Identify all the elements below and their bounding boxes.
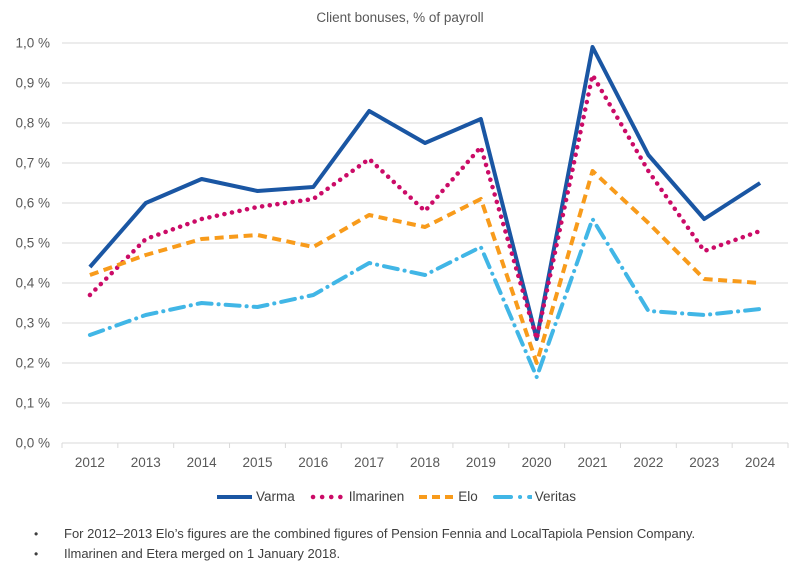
x-axis-tick-label: 2024 (745, 455, 776, 470)
legend-item-varma: Varma (216, 489, 295, 504)
dotted-line-icon (310, 494, 346, 499)
series-line-veritas (87, 217, 763, 379)
legend-item-elo: Elo (418, 489, 478, 504)
footnote-item: For 2012–2013 Elo’s figures are the comb… (34, 524, 774, 544)
y-axis-tick-label: 1,0 % (15, 36, 50, 51)
x-axis-tick-label: 2018 (410, 455, 440, 470)
legend-item-ilmarinen: Ilmarinen (309, 489, 405, 504)
x-axis-tick-label: 2014 (187, 455, 218, 470)
bullet-icon (34, 544, 64, 564)
y-axis-tick-label: 0,5 % (15, 236, 50, 251)
footnote-item: Ilmarinen and Etera merged on 1 January … (34, 544, 774, 564)
x-axis-tick-label: 2015 (242, 455, 272, 470)
x-axis-tick-label: 2017 (354, 455, 384, 470)
y-axis-tick-label: 0,4 % (15, 276, 50, 291)
y-axis-tick-label: 0,0 % (15, 436, 50, 451)
y-axis-tick-label: 0,9 % (15, 76, 50, 91)
dash-dot-line-icon (492, 494, 532, 499)
legend-label-elo: Elo (458, 489, 478, 504)
series-line-varma (88, 45, 762, 341)
x-axis-tick-label: 2023 (689, 455, 719, 470)
y-axis-tick-label: 0,6 % (15, 196, 50, 211)
bullet-icon (34, 524, 64, 544)
series-line-elo (89, 169, 761, 365)
legend-item-veritas: Veritas (492, 489, 576, 504)
solid-line-icon (216, 494, 252, 499)
legend-label-varma: Varma (255, 489, 295, 504)
x-axis-tick-label: 2016 (298, 455, 328, 470)
line-chart: 0,0 % 0,1 % 0,2 % 0,3 % 0,4 % 0,5 % 0,6 % 0,7 %… (15, 36, 789, 470)
footnote-text: Ilmarinen and Etera merged on 1 January … (64, 546, 341, 561)
chart-legend: Varma Ilmarinen Elo Veritas (0, 489, 792, 504)
x-axis-tick-label: 2020 (522, 455, 552, 470)
chart-title: Client bonuses, % of payroll (316, 10, 484, 25)
x-axis-tick-label: 2021 (578, 455, 608, 470)
y-axis-tick-label: 0,2 % (15, 356, 50, 371)
series-line-ilmarinen (87, 72, 763, 342)
legend-label-ilmarinen: Ilmarinen (348, 489, 405, 504)
x-axis-tick-label: 2022 (633, 455, 663, 470)
y-axis-tick-label: 0,1 % (15, 396, 50, 411)
footnote-text: For 2012–2013 Elo’s figures are the comb… (64, 526, 696, 541)
y-axis-tick-label: 0,7 % (15, 156, 50, 171)
dashed-line-icon (419, 494, 455, 499)
footnotes: For 2012–2013 Elo’s figures are the comb… (34, 524, 774, 564)
x-axis-tick-label: 2019 (466, 455, 496, 470)
x-axis-tick-label: 2012 (75, 455, 105, 470)
y-axis-tick-label: 0,3 % (15, 316, 50, 331)
y-axis-tick-label: 0,8 % (15, 116, 50, 131)
x-axis-tick-label: 2013 (131, 455, 161, 470)
legend-label-veritas: Veritas (534, 489, 577, 504)
